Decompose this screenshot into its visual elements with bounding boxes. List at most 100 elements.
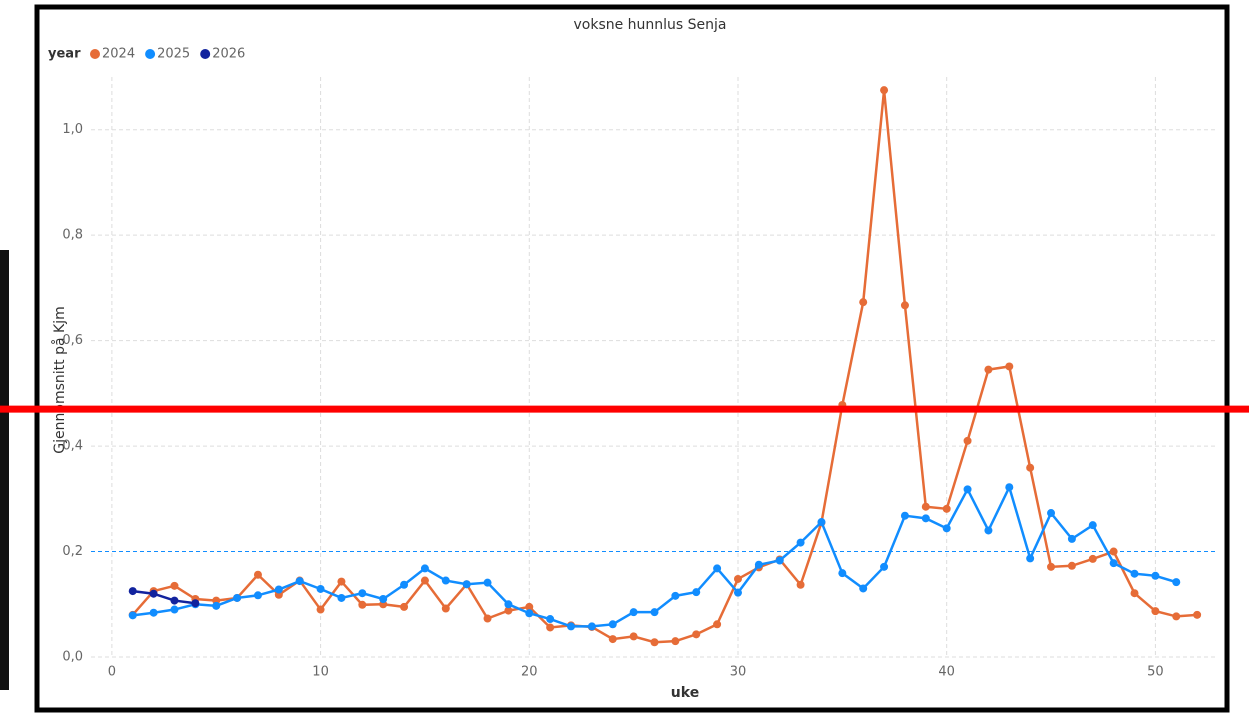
data-point <box>1151 571 1160 580</box>
data-point <box>733 574 742 583</box>
data-point <box>859 584 868 593</box>
y-tick-label: 0,8 <box>62 228 83 243</box>
data-point <box>880 562 889 571</box>
data-point <box>650 638 659 647</box>
data-point <box>316 584 325 593</box>
data-point <box>379 595 388 603</box>
data-point <box>1151 607 1160 616</box>
legend-marker[interactable] <box>90 49 100 59</box>
x-axis-label: uke <box>671 685 699 701</box>
data-point <box>1047 509 1056 518</box>
data-point <box>733 588 742 597</box>
data-point <box>671 637 680 646</box>
data-point <box>796 538 805 547</box>
y-tick-label: 0,6 <box>62 333 83 348</box>
data-point <box>1088 554 1097 563</box>
data-point <box>1109 559 1118 568</box>
data-point <box>1193 610 1202 619</box>
data-point <box>1005 483 1014 492</box>
legend-label[interactable]: 2024 <box>102 47 135 62</box>
data-point <box>713 620 722 629</box>
legend-label[interactable]: 2025 <box>157 47 190 62</box>
data-point <box>191 599 200 608</box>
data-point <box>337 577 346 586</box>
data-point <box>900 301 909 310</box>
data-point <box>253 570 262 579</box>
data-point <box>441 604 450 613</box>
data-point <box>880 86 889 95</box>
data-point <box>859 298 868 307</box>
x-tick-label: 30 <box>730 665 747 680</box>
data-point <box>629 608 638 617</box>
data-point <box>692 588 701 597</box>
x-tick-label: 40 <box>938 665 955 680</box>
data-point <box>1005 362 1014 371</box>
data-point <box>1130 589 1139 598</box>
data-point <box>546 623 555 632</box>
data-point <box>233 593 242 602</box>
data-point <box>984 365 993 374</box>
data-point <box>483 614 492 623</box>
data-point <box>1026 554 1035 563</box>
data-point <box>170 596 179 605</box>
data-point <box>462 580 471 589</box>
data-point <box>921 514 930 523</box>
data-point <box>963 436 972 445</box>
y-tick-label: 1,0 <box>62 122 83 137</box>
data-point <box>1172 612 1181 621</box>
legend-marker[interactable] <box>145 49 156 59</box>
x-tick-label: 0 <box>108 665 116 680</box>
data-point <box>295 577 304 586</box>
data-point <box>1172 578 1181 587</box>
data-point <box>1109 547 1118 556</box>
data-point <box>1026 463 1035 472</box>
x-tick-label: 10 <box>312 665 329 680</box>
data-point <box>504 606 513 615</box>
data-point <box>400 602 409 611</box>
data-point <box>483 578 492 587</box>
data-point <box>274 585 283 594</box>
data-point <box>629 632 638 641</box>
data-point <box>671 591 680 600</box>
data-point <box>1067 561 1076 570</box>
data-point <box>942 524 951 533</box>
x-tick-label: 20 <box>521 665 538 680</box>
chart-title: voksne hunnlus Senja <box>573 17 726 33</box>
data-point <box>587 622 596 631</box>
y-tick-label: 0,0 <box>62 650 83 665</box>
y-tick-label: 0,4 <box>62 439 83 454</box>
data-point <box>253 591 262 600</box>
data-point <box>650 608 659 617</box>
data-point <box>546 615 555 624</box>
data-point <box>358 600 367 609</box>
data-point <box>963 485 972 494</box>
data-point <box>525 602 534 611</box>
legend-title: year <box>48 47 81 62</box>
data-point <box>400 580 409 589</box>
data-point <box>817 518 826 527</box>
data-point <box>838 569 847 578</box>
data-point <box>1067 534 1076 543</box>
legend-label[interactable]: 2026 <box>212 47 245 62</box>
frame-edge <box>0 250 9 690</box>
data-point <box>504 600 513 609</box>
data-point <box>170 581 179 590</box>
chart-frame <box>34 4 1230 713</box>
series-line <box>132 589 196 605</box>
series-line <box>131 90 1198 644</box>
data-point <box>775 556 784 565</box>
data-point <box>608 620 617 629</box>
data-point <box>900 511 909 520</box>
data-point <box>358 589 367 598</box>
legend-marker[interactable] <box>200 49 211 59</box>
data-point <box>567 622 576 631</box>
data-point <box>1088 521 1097 530</box>
data-point <box>754 560 763 569</box>
data-point <box>316 605 325 614</box>
y-axis-label: Gjennomsnitt på Kjm <box>51 306 68 453</box>
data-point <box>1047 562 1056 571</box>
data-point <box>692 630 701 639</box>
data-point <box>796 580 805 589</box>
data-point <box>984 526 993 535</box>
